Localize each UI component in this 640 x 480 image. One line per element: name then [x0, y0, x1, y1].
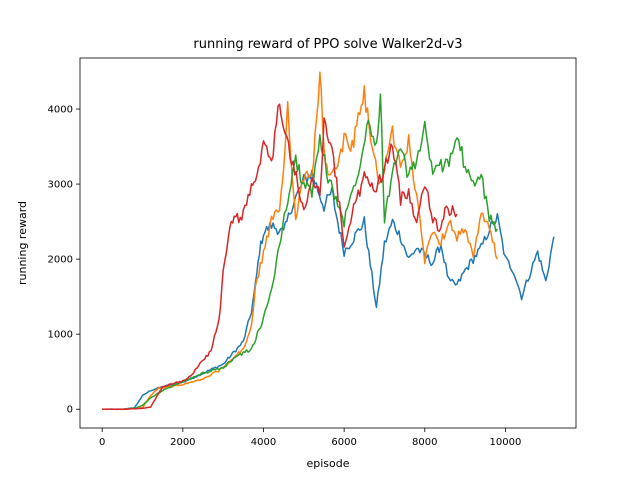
plot-area-frame	[79, 57, 577, 429]
x-axis: 0 2000 4000 6000 8000 10000	[99, 428, 521, 448]
y-tick-label: 1000	[48, 330, 73, 341]
x-tick-label: 8000	[412, 437, 437, 448]
y-tick-label: 4000	[48, 105, 73, 116]
y-tick-label: 3000	[48, 180, 73, 191]
x-tick-label: 0	[99, 437, 105, 448]
series-line-4	[102, 103, 458, 411]
x-tick-label: 2000	[170, 437, 195, 448]
chart-title: running reward of PPO solve Walker2d-v3	[193, 37, 462, 52]
series-line-3	[102, 93, 499, 411]
x-axis-label: episode	[306, 457, 349, 470]
y-axis: 0 1000 2000 3000 4000	[48, 105, 80, 416]
y-tick-label: 0	[67, 405, 73, 416]
x-tick-label: 6000	[331, 437, 356, 448]
series-layer	[102, 71, 555, 411]
y-axis-label: running reward	[16, 201, 29, 285]
x-tick-label: 10000	[490, 437, 522, 448]
x-tick-label: 4000	[251, 437, 276, 448]
y-tick-label: 2000	[48, 255, 73, 266]
